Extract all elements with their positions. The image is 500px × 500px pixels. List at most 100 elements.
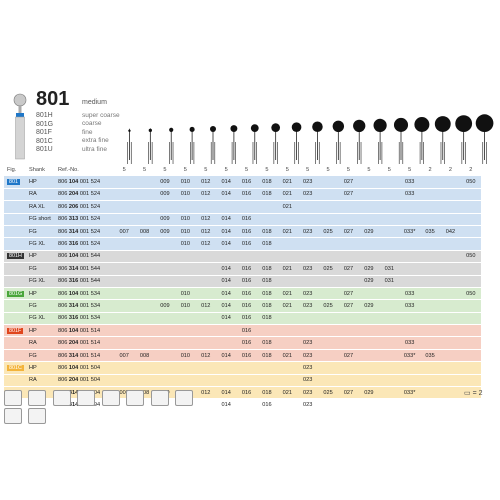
ref-part: 514 (90, 340, 101, 347)
size-cell: 023 (297, 336, 318, 350)
size-cell: 025 (317, 386, 339, 400)
size-cell (297, 200, 318, 214)
size-cell: 009 (154, 175, 176, 189)
ref-part: 001 (79, 352, 90, 359)
size-cell (134, 336, 155, 350)
pack-quantity: 5 (154, 164, 176, 177)
size-cell: 008 (134, 349, 155, 363)
size-cell: 008 (134, 225, 155, 239)
size-cell (399, 312, 420, 326)
size-cell (317, 175, 339, 189)
size-cell (114, 175, 135, 189)
ref-part: 534 (90, 315, 101, 322)
size-cell: 014 (215, 287, 237, 301)
bur-size-shape (414, 117, 430, 164)
size-cell: 018 (256, 237, 278, 251)
ref-cell: 806 204 001 514 (56, 336, 114, 350)
ref-part: 806 (58, 179, 68, 186)
size-cell (338, 324, 359, 338)
size-cell: 021 (277, 349, 298, 363)
ref-part: 524 (90, 203, 101, 210)
ref-part: 806 (58, 290, 68, 297)
bur-illustration (13, 93, 27, 160)
size-cell (358, 175, 380, 189)
size-cell (175, 200, 196, 214)
size-cell (419, 374, 441, 388)
size-cell (114, 312, 135, 326)
size-cell (317, 361, 339, 375)
ref-cell: 806 104 001 534 (56, 287, 114, 301)
size-cell (399, 324, 420, 338)
shank-cell: FG (26, 262, 56, 276)
product-number: 801 (36, 88, 70, 110)
size-cell: 021 (277, 386, 298, 400)
size-cell: 012 (195, 188, 216, 202)
bur-size-shape (393, 117, 409, 164)
size-cell: 027 (338, 188, 359, 202)
size-cell: 016 (236, 237, 257, 251)
shank-cell: FG short (26, 213, 56, 226)
size-cell (277, 361, 298, 375)
size-cell (460, 349, 482, 363)
ref-part: 314 (68, 302, 79, 309)
ref-part: 001 (79, 241, 90, 248)
size-cell (358, 188, 380, 202)
ref-part: 524 (90, 241, 101, 248)
size-cell: 018 (256, 188, 278, 202)
size-cell (440, 398, 461, 412)
size-cell: 033 (399, 287, 420, 301)
size-cell: 035 (419, 225, 441, 239)
ref-cell: 806 104 001 514 (56, 324, 114, 338)
size-cell (236, 250, 257, 264)
size-cell (277, 336, 298, 350)
size-cell (154, 324, 176, 338)
size-cell (317, 324, 339, 338)
bur-size-shape (271, 123, 281, 164)
size-cell (317, 287, 339, 301)
size-cell (317, 312, 339, 326)
ref-part: 524 (90, 179, 101, 186)
sterilization-icon (4, 408, 22, 424)
ref-part: 001 (79, 216, 90, 223)
size-cell (440, 237, 461, 251)
size-cell (154, 287, 176, 301)
ref-part: 001 (79, 278, 90, 285)
shank-cell: RA XL (26, 200, 56, 214)
fig-cell (4, 225, 26, 239)
size-cell: 031 (379, 262, 400, 276)
size-cell (419, 299, 441, 313)
size-cell (460, 262, 482, 276)
size-cell (399, 262, 420, 276)
size-cell (114, 374, 135, 388)
size-cell (440, 312, 461, 326)
size-cell: 021 (277, 225, 298, 239)
bur-size-shape (373, 118, 387, 164)
size-cell (379, 188, 400, 202)
size-cell (358, 361, 380, 375)
ref-part: 001 (79, 253, 90, 260)
size-cell (379, 175, 400, 189)
size-cell (175, 374, 196, 388)
ref-cell: 806 313 001 524 (56, 213, 114, 226)
ref-part: 534 (90, 290, 101, 297)
size-cell: 014 (215, 213, 237, 226)
size-cell (134, 188, 155, 202)
ref-cell: 806 314 001 514 (56, 349, 114, 363)
molar-icon (150, 390, 169, 406)
size-cell (236, 398, 257, 412)
size-cell: 023 (297, 287, 318, 301)
size-cell (440, 213, 461, 226)
shank-cell: FG (26, 349, 56, 363)
size-cell (338, 200, 359, 214)
size-cell (358, 324, 380, 338)
ref-part: 806 (58, 228, 68, 235)
size-cell: 018 (256, 275, 278, 288)
bur-size-shape (434, 116, 451, 164)
size-cell (338, 312, 359, 326)
size-cell: 023 (297, 374, 318, 388)
size-cell (379, 200, 400, 214)
size-cell (440, 250, 461, 264)
size-cell (317, 275, 339, 288)
size-cell (460, 398, 482, 412)
size-cell (440, 299, 461, 313)
